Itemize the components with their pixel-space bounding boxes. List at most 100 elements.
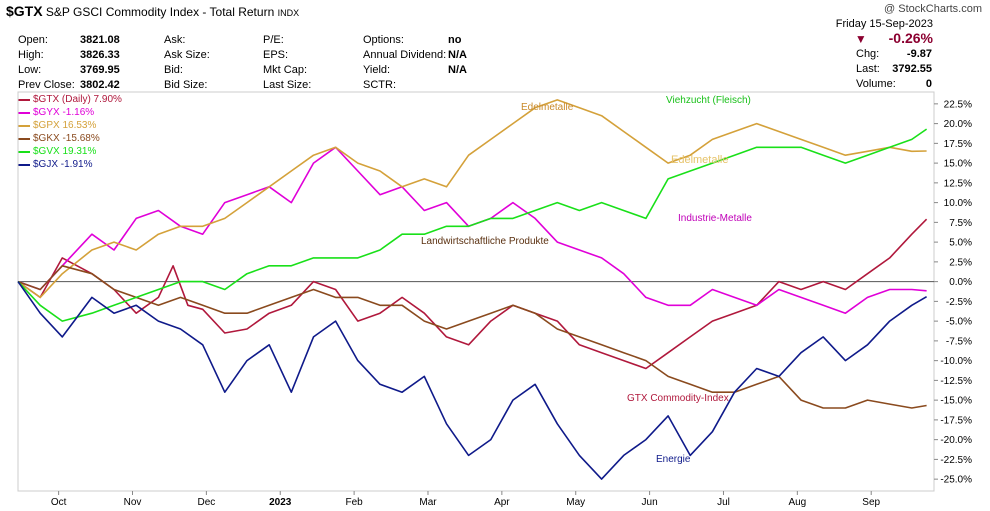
series-line xyxy=(17,128,928,322)
legend-swatch xyxy=(18,98,30,101)
quote-value: 3769.95 xyxy=(80,64,120,76)
x-tick-label: Apr xyxy=(494,497,510,508)
y-tick-label: -10.0% xyxy=(940,356,972,367)
legend-swatch xyxy=(18,137,30,140)
legend-item: $GYX -1.16% xyxy=(18,106,122,119)
legend-label: $GKX -15.68% xyxy=(33,133,100,144)
chart-annotation: Industrie-Metalle xyxy=(678,213,752,224)
quote-label: EPS: xyxy=(263,49,289,61)
y-tick-label: 7.5% xyxy=(949,218,972,229)
x-tick-label: Jun xyxy=(642,497,658,508)
legend-swatch xyxy=(18,111,30,114)
change-pct: -0.26% xyxy=(888,30,933,46)
legend-label: $GJX -1.91% xyxy=(33,159,93,170)
chart-annotation: Viehzucht (Fleisch) xyxy=(666,95,751,106)
exchange: INDX xyxy=(277,8,300,18)
quote-label: Bid: xyxy=(164,64,183,76)
chart-annotation: Edelmetalle xyxy=(521,102,574,113)
quote-label: Prev Close: xyxy=(18,79,75,91)
legend-swatch xyxy=(18,124,30,127)
x-tick-label: May xyxy=(566,497,585,508)
quote-label: Open: xyxy=(18,34,48,46)
quote-label: Yield: xyxy=(363,64,391,76)
y-tick-label: -2.5% xyxy=(946,297,972,308)
x-tick-label: Oct xyxy=(51,497,67,508)
quote-value: 3826.33 xyxy=(80,49,120,61)
quote-label: Low: xyxy=(18,64,42,76)
quote-label: Options: xyxy=(363,34,404,46)
legend-item: $GTX (Daily) 7.90% xyxy=(18,93,122,106)
x-tick-label: Mar xyxy=(419,497,437,508)
legend-item: $GPX 16.53% xyxy=(18,119,122,132)
legend-label: $GPX 16.53% xyxy=(33,120,97,131)
quote-label: Ask: xyxy=(164,34,186,46)
y-tick-label: 22.5% xyxy=(944,99,972,110)
quote-summary: Friday 15-Sep-2023 ▼ -0.26% xyxy=(836,18,933,46)
y-tick-label: -17.5% xyxy=(940,415,972,426)
quote-label: High: xyxy=(18,49,44,61)
y-tick-label: 12.5% xyxy=(944,178,972,189)
y-tick-label: 20.0% xyxy=(944,119,972,130)
x-tick-label: Sep xyxy=(862,497,880,508)
y-tick-label: -7.5% xyxy=(946,336,972,347)
quote-label: Last Size: xyxy=(263,79,312,91)
quote-label: Annual Dividend: xyxy=(363,49,447,61)
quote-value: no xyxy=(448,34,462,46)
quote-label: P/E: xyxy=(263,34,284,46)
legend-item: $GVX 19.31% xyxy=(18,145,122,158)
index-name: S&P GSCI Commodity Index - Total Return xyxy=(45,5,275,19)
quote-label: SCTR: xyxy=(363,79,396,91)
plot-frame xyxy=(17,91,935,492)
y-tick-label: -20.0% xyxy=(940,435,972,446)
y-tick-label: 15.0% xyxy=(944,159,972,170)
volume-label: Volume: xyxy=(856,78,896,90)
series-line xyxy=(17,281,928,480)
y-tick-label: 10.0% xyxy=(944,198,972,209)
x-tick-label: Aug xyxy=(788,497,806,508)
chg-value: -9.87 xyxy=(906,48,932,60)
symbol: $GTX xyxy=(6,3,43,19)
y-tick-label: 5.0% xyxy=(949,238,972,249)
legend-label: $GVX 19.31% xyxy=(33,146,97,157)
watermark: @ StockCharts.com xyxy=(884,3,982,15)
y-tick-label: 0.0% xyxy=(949,277,972,288)
legend-swatch xyxy=(18,150,30,153)
y-tick-label: -12.5% xyxy=(940,376,972,387)
x-tick-label: Jul xyxy=(717,497,730,508)
quote-value: 3821.08 xyxy=(80,34,120,46)
y-tick-label: -22.5% xyxy=(940,455,972,466)
series-line xyxy=(17,146,927,314)
chart-annotation: Edelmetalle xyxy=(671,154,728,166)
quote-label: Mkt Cap: xyxy=(263,64,308,76)
legend-swatch xyxy=(18,163,30,166)
chart-title: $GTX S&P GSCI Commodity Index - Total Re… xyxy=(6,3,299,19)
series-line xyxy=(17,99,927,299)
legend-item: $GKX -15.68% xyxy=(18,132,122,145)
series-line xyxy=(17,218,928,370)
quote-value: N/A xyxy=(448,49,467,61)
quote-value: N/A xyxy=(448,64,467,76)
legend-item: $GJX -1.91% xyxy=(18,158,122,171)
chart-annotation: Landwirtschaftliche Produkte xyxy=(421,236,549,247)
x-tick-label: 2023 xyxy=(269,497,292,508)
last-label: Last: xyxy=(856,63,880,75)
legend-label: $GTX (Daily) 7.90% xyxy=(33,94,122,105)
y-tick-label: 2.5% xyxy=(949,257,972,268)
y-tick-label: -5.0% xyxy=(946,317,972,328)
legend-label: $GYX -1.16% xyxy=(33,107,95,118)
chart-annotation: Energie xyxy=(656,454,691,465)
x-tick-label: Dec xyxy=(197,497,215,508)
y-tick-label: -25.0% xyxy=(940,475,972,486)
chg-label: Chg: xyxy=(856,48,880,60)
quote-label: Bid Size: xyxy=(164,79,208,91)
down-arrow-icon: ▼ xyxy=(854,32,867,46)
legend: $GTX (Daily) 7.90% $GYX -1.16% $GPX 16.53%… xyxy=(18,93,122,171)
y-tick-label: -15.0% xyxy=(940,396,972,407)
volume-value: 0 xyxy=(925,78,932,90)
quote-date: Friday 15-Sep-2023 xyxy=(835,18,933,30)
change-pct-row: ▼ -0.26% xyxy=(836,30,933,46)
last-value: 3792.55 xyxy=(892,63,932,75)
y-tick-label: 17.5% xyxy=(944,139,972,150)
